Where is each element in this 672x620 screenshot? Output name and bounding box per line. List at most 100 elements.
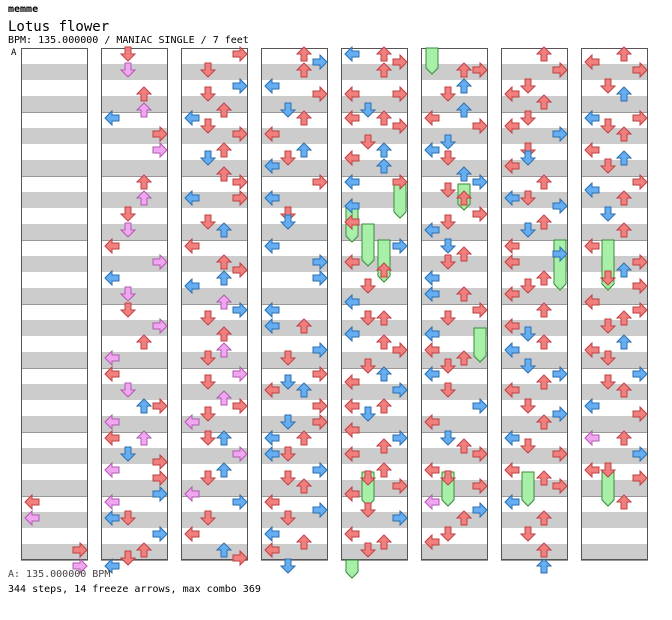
step-arrow bbox=[344, 197, 360, 215]
step-arrow bbox=[119, 550, 137, 566]
step-arrow bbox=[184, 413, 200, 431]
step-arrow bbox=[519, 190, 537, 206]
beat-stripe bbox=[21, 544, 88, 560]
step-arrow bbox=[632, 253, 648, 271]
step-arrow bbox=[104, 365, 120, 383]
beat-stripe bbox=[181, 384, 248, 400]
step-arrow bbox=[424, 269, 440, 287]
beat-stripe bbox=[261, 416, 328, 432]
beat-stripe bbox=[261, 64, 328, 80]
step-arrow bbox=[439, 358, 457, 374]
bpm-marker: A bbox=[11, 48, 17, 58]
beat-stripe bbox=[21, 416, 88, 432]
step-arrow bbox=[135, 430, 153, 446]
beat-stripe bbox=[581, 64, 648, 80]
step-arrow bbox=[135, 334, 153, 350]
step-arrow bbox=[344, 525, 360, 543]
stats-footer: 344 steps, 14 freeze arrows, max combo 3… bbox=[8, 584, 261, 595]
step-arrow bbox=[472, 205, 488, 223]
beat-stripe bbox=[581, 128, 648, 144]
chart-column-border bbox=[21, 48, 88, 560]
step-arrow bbox=[535, 558, 553, 574]
step-arrow bbox=[264, 381, 280, 399]
step-arrow bbox=[552, 477, 568, 495]
step-arrow bbox=[295, 62, 313, 78]
step-arrow bbox=[215, 294, 233, 310]
step-arrow bbox=[119, 382, 137, 398]
step-arrow bbox=[344, 149, 360, 167]
step-arrow bbox=[24, 509, 40, 527]
step-arrow bbox=[584, 237, 600, 255]
step-arrow bbox=[312, 341, 328, 359]
beat-stripe bbox=[21, 192, 88, 208]
step-arrow bbox=[184, 525, 200, 543]
step-arrow bbox=[535, 214, 553, 230]
step-arrow bbox=[295, 534, 313, 550]
step-arrow bbox=[152, 317, 168, 335]
step-arrow bbox=[135, 542, 153, 558]
step-arrow bbox=[552, 197, 568, 215]
step-arrow bbox=[519, 150, 537, 166]
step-arrow bbox=[519, 398, 537, 414]
step-arrow bbox=[535, 414, 553, 430]
beat-stripe bbox=[341, 384, 408, 400]
step-arrow bbox=[232, 77, 248, 95]
step-arrow bbox=[375, 262, 393, 278]
step-arrow bbox=[199, 118, 217, 134]
beat-stripe bbox=[581, 160, 648, 176]
step-arrow bbox=[199, 310, 217, 326]
step-arrow bbox=[264, 525, 280, 543]
step-arrow bbox=[184, 485, 200, 503]
step-arrow bbox=[504, 157, 520, 175]
step-arrow bbox=[535, 174, 553, 190]
step-arrow bbox=[504, 285, 520, 303]
beat-stripe bbox=[101, 96, 168, 112]
step-arrow bbox=[215, 102, 233, 118]
beat-stripe bbox=[501, 448, 568, 464]
step-arrow bbox=[439, 430, 457, 446]
step-arrow bbox=[439, 382, 457, 398]
step-arrow bbox=[295, 478, 313, 494]
step-arrow bbox=[424, 461, 440, 479]
beat-stripe bbox=[261, 256, 328, 272]
step-arrow bbox=[344, 109, 360, 127]
step-arrow bbox=[104, 237, 120, 255]
step-arrow bbox=[472, 173, 488, 191]
chart-meta: BPM: 135.000000 / MANIAC SINGLE / 7 feet bbox=[8, 35, 249, 46]
step-arrow bbox=[279, 446, 297, 462]
step-arrow bbox=[104, 429, 120, 447]
step-arrow bbox=[439, 182, 457, 198]
step-arrow bbox=[264, 189, 280, 207]
step-arrow bbox=[279, 214, 297, 230]
step-arrow bbox=[152, 125, 168, 143]
step-arrow bbox=[279, 102, 297, 118]
step-arrow bbox=[392, 117, 408, 135]
step-arrow bbox=[424, 109, 440, 127]
beat-stripe bbox=[181, 256, 248, 272]
step-arrow bbox=[264, 493, 280, 511]
beat-stripe bbox=[181, 544, 248, 560]
step-arrow bbox=[184, 277, 200, 295]
step-arrow bbox=[152, 485, 168, 503]
step-arrow bbox=[104, 413, 120, 431]
step-arrow bbox=[199, 150, 217, 166]
step-arrow bbox=[535, 510, 553, 526]
beat-stripe bbox=[341, 160, 408, 176]
step-arrow bbox=[535, 470, 553, 486]
step-arrow bbox=[504, 429, 520, 447]
step-arrow bbox=[119, 222, 137, 238]
beat-stripe bbox=[421, 128, 488, 144]
beat-stripe bbox=[101, 320, 168, 336]
beat-stripe bbox=[341, 128, 408, 144]
step-arrow bbox=[632, 365, 648, 383]
artist-name: memme bbox=[8, 4, 39, 15]
step-arrow bbox=[232, 445, 248, 463]
step-arrow bbox=[279, 150, 297, 166]
step-arrow bbox=[519, 526, 537, 542]
beat-stripe bbox=[581, 384, 648, 400]
step-arrow bbox=[295, 430, 313, 446]
step-arrow bbox=[392, 341, 408, 359]
step-arrow bbox=[279, 414, 297, 430]
step-arrow bbox=[344, 213, 360, 231]
freeze-arrow bbox=[361, 223, 375, 267]
